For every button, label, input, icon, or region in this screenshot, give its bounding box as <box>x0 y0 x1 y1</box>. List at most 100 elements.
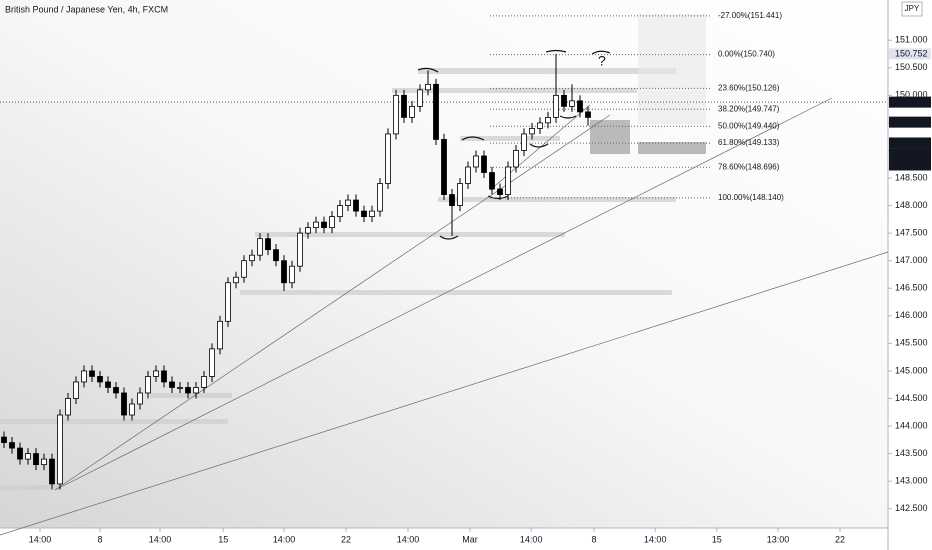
zone <box>150 393 232 398</box>
candle-body <box>529 128 535 135</box>
price-badge <box>889 137 931 149</box>
candle-body <box>353 199 359 212</box>
x-tick-label: 14:00 <box>149 534 172 544</box>
x-tick-label: Mar <box>462 534 478 544</box>
candle-body <box>1 436 7 443</box>
candle-body <box>9 442 15 449</box>
bracket <box>417 67 439 73</box>
currency: JPY <box>905 4 920 13</box>
y-tick-label: 146.000 <box>895 310 928 320</box>
price-badge-label: 150.752 <box>895 48 928 58</box>
candle-body <box>257 238 263 256</box>
y-tick-label: 143.500 <box>895 448 928 458</box>
candle-body <box>185 387 191 394</box>
x-tick-label: 8 <box>97 534 102 544</box>
x-tick-label: 22 <box>835 534 845 544</box>
candle-body <box>337 205 343 218</box>
candle-body <box>537 122 543 129</box>
candle-body <box>449 194 455 206</box>
y-tick-label: 147.500 <box>895 228 928 238</box>
candle-body <box>481 155 487 173</box>
candle-body <box>505 166 511 195</box>
candle-body <box>81 370 87 383</box>
fib-label: 61.80%(149.133) <box>718 138 780 147</box>
y-tick-label: 148.500 <box>895 172 928 182</box>
zone <box>438 197 676 202</box>
candle-body <box>417 89 423 107</box>
x-tick-label: 14:00 <box>29 534 52 544</box>
zone <box>418 68 676 74</box>
candle-body <box>321 221 327 229</box>
candle-body <box>345 199 351 206</box>
candle-body <box>281 260 287 284</box>
candle-body <box>393 94 399 135</box>
candle-body <box>361 210 367 218</box>
bracket <box>461 136 485 141</box>
candle-body <box>49 458 55 485</box>
candle-body <box>249 254 255 262</box>
candle-body <box>41 458 47 466</box>
zone <box>255 232 565 237</box>
y-tick-label: 144.000 <box>895 420 928 430</box>
x-tick-label: 14:00 <box>397 534 420 544</box>
bracket <box>591 50 611 55</box>
x-tick-label: 8 <box>591 534 596 544</box>
candle-body <box>569 100 575 107</box>
trend-line <box>54 114 611 491</box>
x-tick-label: 13:00 <box>767 534 790 544</box>
currency-badge <box>901 1 923 17</box>
bracket <box>439 235 459 240</box>
candle-body <box>233 276 239 284</box>
candle-body <box>241 260 247 278</box>
zone <box>392 88 637 93</box>
candle-body <box>169 381 175 388</box>
trend-line <box>0 251 889 536</box>
candle-body <box>305 227 311 234</box>
candle-body <box>369 210 375 218</box>
price-badge-label: 149.136 <box>895 137 928 147</box>
candle-body <box>33 453 39 466</box>
time-axis-bg <box>0 528 888 550</box>
stop-box <box>590 120 630 154</box>
candle-body <box>57 414 63 485</box>
candle-body <box>553 94 559 118</box>
candle-body <box>17 447 23 460</box>
candle-body <box>489 172 495 190</box>
price-badge-label: 149.877 <box>895 97 928 107</box>
candle-body <box>65 398 71 416</box>
fib-label: 38.20%(149.747) <box>718 104 780 113</box>
price-badge-label: 148.936 <box>895 148 928 158</box>
candle-body <box>585 111 591 118</box>
bracket <box>545 49 567 53</box>
candle-body <box>73 381 79 399</box>
target-box <box>638 14 706 124</box>
candle-body <box>401 94 407 118</box>
candle-body <box>265 238 271 251</box>
price-axis-bg <box>888 0 932 550</box>
fib-label: -27.00%(151.441) <box>718 11 782 20</box>
bracket <box>487 195 509 200</box>
zone <box>0 485 60 490</box>
x-tick-label: 15 <box>712 534 722 544</box>
candle-body <box>153 370 159 377</box>
candle-body <box>441 139 447 195</box>
candle-body <box>161 370 167 383</box>
candle-body <box>297 232 303 267</box>
y-tick-label: 146.500 <box>895 283 928 293</box>
x-tick-label: 14:00 <box>520 534 543 544</box>
candle-body <box>201 376 207 388</box>
price-badge <box>889 159 931 171</box>
fib-label: 78.60%(148.696) <box>718 162 780 171</box>
zones <box>0 68 676 490</box>
candle-body <box>97 376 103 383</box>
price-badge <box>889 116 931 128</box>
candle-body <box>521 133 527 151</box>
candle-body <box>377 183 383 212</box>
chart-title: British Pound / Japanese Yen, 4h, FXCM <box>5 4 168 14</box>
y-tick-label: 145.000 <box>895 365 928 375</box>
candle-body <box>513 150 519 168</box>
price-badge <box>889 96 931 108</box>
zone <box>0 419 228 424</box>
candle-body <box>225 282 231 322</box>
x-tick-label: 15 <box>218 534 228 544</box>
